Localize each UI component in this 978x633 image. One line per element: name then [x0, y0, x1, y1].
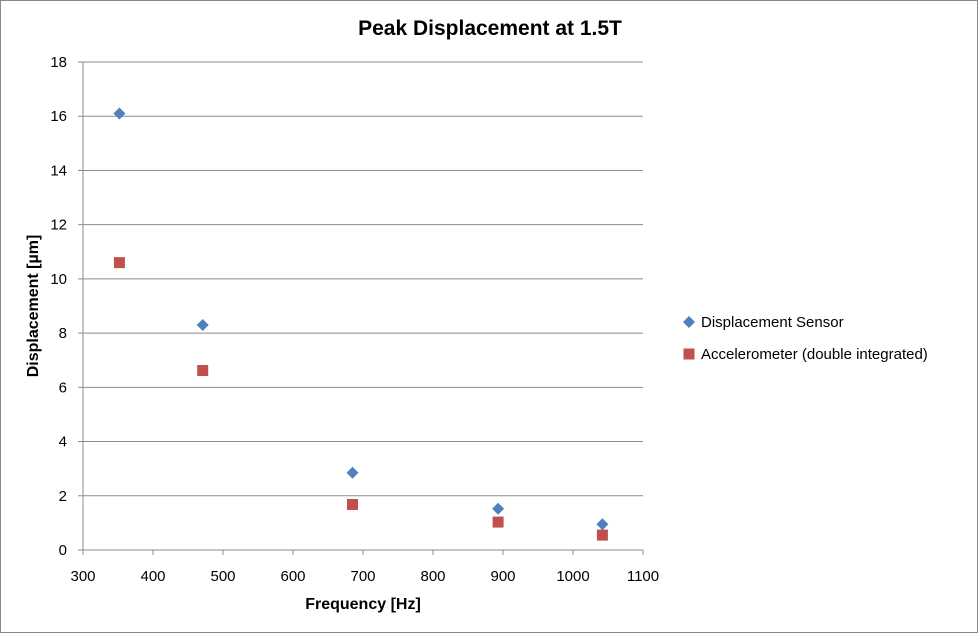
y-tick-label: 16 — [50, 108, 67, 125]
accelerometer-point — [347, 498, 358, 510]
accelerometer-point — [596, 529, 608, 541]
y-tick-label: 6 — [59, 379, 67, 396]
legend-label: Displacement Sensor — [701, 314, 844, 331]
axes — [78, 61, 644, 555]
x-tick-label: 700 — [350, 568, 375, 585]
legend-square-marker — [683, 348, 695, 360]
y-tick-label: 2 — [59, 488, 67, 505]
legend-diamond-marker — [683, 316, 695, 328]
y-tick-label: 18 — [50, 54, 67, 71]
displacement-sensor-point — [113, 107, 126, 120]
accelerometer-point — [197, 365, 209, 377]
x-tick-label: 900 — [490, 568, 515, 585]
y-tick-label: 12 — [50, 217, 67, 234]
accelerometer-point — [113, 257, 125, 269]
x-tick-label: 300 — [70, 568, 95, 585]
chart-title: Peak Displacement at 1.5T — [358, 17, 622, 40]
y-tick-label: 10 — [50, 271, 67, 288]
y-axis-title: Displacement [µm] — [25, 235, 42, 378]
displacement-sensor-point — [596, 518, 609, 531]
legend: Displacement Sensor Accelerometer (double… — [683, 314, 928, 363]
data-points — [113, 107, 609, 541]
y-tick-label: 0 — [59, 542, 67, 559]
x-tick-label: 500 — [210, 568, 235, 585]
x-tick-label: 800 — [420, 568, 445, 585]
y-tick-label: 4 — [59, 434, 67, 451]
y-tick-label: 8 — [59, 325, 67, 342]
x-tick-label: 400 — [140, 568, 165, 585]
x-axis-title: Frequency [Hz] — [305, 596, 421, 613]
x-tick-labels: 300 400 500 600 700 800 900 1000 1100 — [70, 568, 659, 585]
displacement-sensor-point — [346, 466, 359, 479]
x-tick-label: 1000 — [556, 568, 589, 585]
legend-label: Accelerometer (double integrated) — [701, 346, 928, 363]
x-tick-label: 600 — [280, 568, 305, 585]
accelerometer-point — [492, 516, 504, 528]
displacement-sensor-point — [492, 502, 505, 515]
gridlines — [83, 61, 643, 497]
y-tick-labels: 0 2 4 6 8 10 12 14 16 18 — [50, 54, 67, 559]
x-tick-label: 1100 — [627, 568, 659, 585]
displacement-sensor-point — [196, 318, 209, 331]
y-tick-label: 14 — [50, 162, 67, 179]
